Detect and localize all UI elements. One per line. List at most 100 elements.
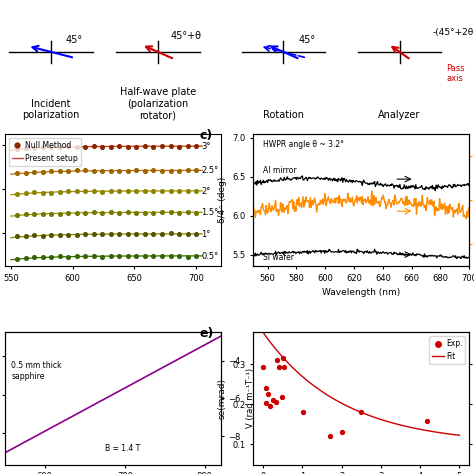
Point [338, 428, 346, 436]
Point [116, 230, 123, 237]
Point [175, 209, 183, 217]
Point [158, 252, 166, 260]
Point [73, 210, 81, 217]
Point [116, 167, 123, 175]
Point [259, 363, 267, 371]
Point [279, 354, 287, 361]
Point [39, 189, 46, 197]
Point [56, 210, 64, 218]
Text: 45°: 45° [66, 35, 83, 45]
Y-axis label: se(mrad): se(mrad) [218, 378, 227, 419]
Text: Pass
axis: Pass axis [446, 64, 465, 83]
Point [82, 209, 89, 217]
Point [116, 143, 123, 150]
Text: 0.5 mm thick
sapphire: 0.5 mm thick sapphire [11, 362, 62, 381]
Point [192, 143, 200, 150]
Point [192, 187, 200, 195]
Point [184, 188, 191, 195]
Point [272, 398, 280, 406]
Point [124, 143, 132, 151]
Point [192, 252, 200, 260]
Point [13, 190, 21, 198]
Point [30, 210, 38, 218]
Point [56, 144, 64, 151]
Text: 2°: 2° [201, 187, 210, 196]
Point [56, 253, 64, 260]
Point [64, 231, 72, 238]
Y-axis label: δ/4◦ (deg): δ/4◦ (deg) [218, 177, 227, 223]
Point [158, 142, 166, 150]
Point [99, 253, 106, 261]
Point [90, 187, 98, 195]
Point [64, 143, 72, 150]
Point [175, 230, 183, 238]
Text: 45°+θ: 45°+θ [170, 31, 201, 41]
Point [90, 143, 98, 150]
Point [47, 231, 55, 239]
Point [13, 169, 21, 177]
Point [175, 252, 183, 260]
Point [13, 145, 21, 152]
Point [82, 253, 89, 260]
Point [82, 167, 89, 174]
Point [64, 253, 72, 261]
Point [133, 166, 140, 174]
Point [90, 253, 98, 260]
Point [141, 230, 149, 237]
Text: 1°: 1° [201, 230, 210, 239]
Point [133, 252, 140, 260]
Point [264, 390, 272, 397]
Point [150, 166, 157, 173]
Point [82, 143, 89, 151]
Point [167, 187, 174, 194]
Point [73, 253, 81, 260]
Point [167, 143, 174, 150]
Point [47, 189, 55, 196]
Point [73, 231, 81, 238]
Point [280, 363, 288, 370]
Point [175, 188, 183, 195]
Point [133, 143, 140, 151]
X-axis label: Wavelength (nm): Wavelength (nm) [322, 288, 401, 297]
Point [116, 188, 123, 195]
Point [22, 210, 29, 218]
Text: Al mirror: Al mirror [263, 166, 297, 175]
Text: Incident
polarization: Incident polarization [22, 99, 80, 120]
Point [107, 187, 115, 195]
Point [158, 187, 166, 195]
Point [273, 356, 281, 364]
Text: c): c) [199, 129, 212, 142]
Point [266, 402, 273, 410]
Point [82, 188, 89, 195]
Point [13, 232, 21, 240]
Point [99, 188, 106, 195]
Text: e): e) [199, 327, 214, 340]
Point [141, 143, 149, 150]
Point [90, 167, 98, 175]
Point [158, 230, 166, 238]
Point [150, 230, 157, 237]
Point [150, 143, 157, 150]
Point [39, 210, 46, 218]
Point [167, 209, 174, 216]
Point [263, 384, 270, 392]
Point [141, 167, 149, 174]
Point [116, 253, 123, 260]
Point [13, 255, 21, 263]
Point [99, 143, 106, 150]
Point [424, 418, 431, 425]
Point [141, 252, 149, 260]
Text: HWPR angle θ ~ 3.2°: HWPR angle θ ~ 3.2° [263, 140, 344, 149]
Point [300, 409, 307, 416]
Point [141, 209, 149, 216]
Point [275, 363, 283, 371]
Point [141, 187, 149, 195]
Point [99, 167, 106, 174]
Point [64, 167, 72, 175]
Point [30, 189, 38, 196]
Point [326, 432, 334, 440]
Point [124, 230, 132, 238]
Text: 45°: 45° [298, 35, 315, 45]
Point [175, 143, 183, 150]
Point [167, 253, 174, 260]
